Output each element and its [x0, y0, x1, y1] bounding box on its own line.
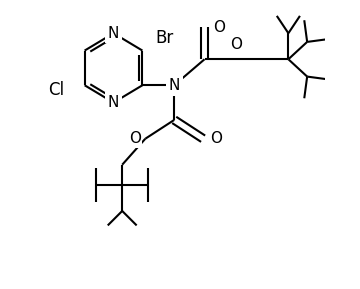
Text: Br: Br: [156, 29, 174, 47]
Text: N: N: [168, 78, 180, 93]
Text: Cl: Cl: [48, 81, 64, 99]
Text: O: O: [230, 37, 242, 52]
Text: O: O: [213, 20, 225, 35]
Text: O: O: [210, 131, 222, 146]
Text: O: O: [129, 131, 141, 146]
Text: N: N: [108, 95, 119, 110]
Text: N: N: [108, 26, 119, 41]
